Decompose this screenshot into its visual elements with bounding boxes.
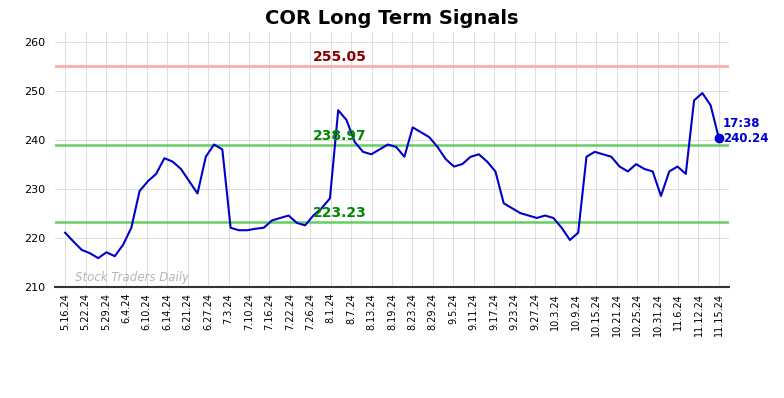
Text: 238.97: 238.97 [313, 129, 366, 143]
Text: 255.05: 255.05 [313, 50, 367, 64]
Text: 17:38
240.24: 17:38 240.24 [723, 117, 768, 145]
Text: 223.23: 223.23 [313, 206, 367, 220]
Text: Stock Traders Daily: Stock Traders Daily [75, 271, 189, 284]
Title: COR Long Term Signals: COR Long Term Signals [265, 8, 519, 27]
